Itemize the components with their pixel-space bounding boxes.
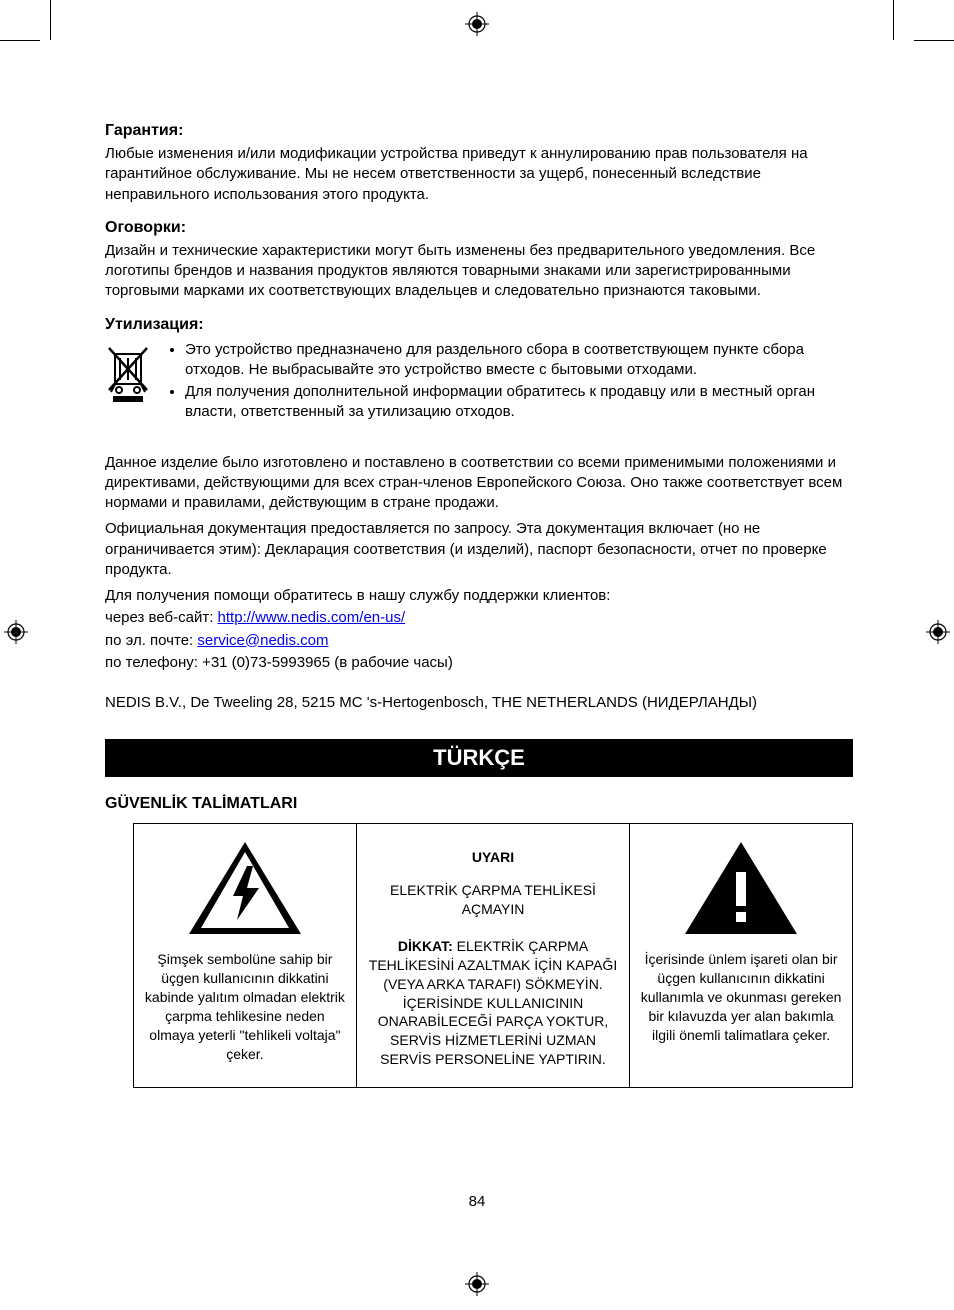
mid-line2: ELEKTRİK ÇARPMA TEHLİKESİNİ AZALTMAK İÇİ… [369, 938, 617, 1067]
safety-col-right: İçerisinde ünlem işareti olan bir üçgen … [630, 824, 852, 1087]
disposal-bullet: Для получения дополнительной информации … [185, 382, 853, 423]
registration-mark-icon [926, 620, 950, 644]
disposal-bullet: Это устройство предназначено для раздель… [185, 340, 853, 381]
safety-heading: GÜVENLİK TALİMATLARI [105, 795, 853, 813]
lightning-triangle-icon [185, 838, 305, 938]
web-label: через веб-сайт: [105, 609, 218, 626]
compliance-p3: Для получения помощи обратитесь в нашу с… [105, 586, 853, 606]
safety-col-left: Şimşek sembolüne sahip bir üçgen kullanı… [134, 824, 356, 1087]
safety-col-mid: UYARI ELEKTRİK ÇARPMA TEHLİKESİ AÇMAYIN … [356, 824, 630, 1087]
registration-mark-icon [465, 12, 489, 36]
language-bar: TÜRKÇE [105, 739, 853, 777]
uyari-label: UYARI [367, 848, 619, 867]
disposal-heading: Утилизация: [105, 316, 853, 334]
disclaimer-body: Дизайн и технические характеристики могу… [105, 241, 853, 302]
weee-bin-icon [105, 342, 151, 406]
compliance-p2: Официальная документация предоставляется… [105, 519, 853, 580]
phone-line: по телефону: +31 (0)73-5993965 (в рабочи… [105, 653, 853, 673]
disposal-bullets: Это устройство предназначено для раздель… [165, 340, 853, 425]
warranty-body: Любые изменения и/или модификации устрой… [105, 144, 853, 205]
registration-mark-icon [4, 620, 28, 644]
safety-warning-box: Şimşek sembolüne sahip bir üçgen kullanı… [133, 823, 853, 1088]
disclaimer-heading: Оговорки: [105, 219, 853, 237]
email-link[interactable]: service@nedis.com [197, 632, 328, 649]
mid-line1: ELEKTRİK ÇARPMA TEHLİKESİ AÇMAYIN [367, 881, 619, 919]
compliance-p1: Данное изделие было изготовлено и постав… [105, 453, 853, 514]
dikkat-label: DİKKAT: [398, 938, 453, 954]
page-number: 84 [0, 1193, 954, 1210]
warranty-heading: Гарантия: [105, 122, 853, 140]
page-content: Гарантия: Любые изменения и/или модифика… [105, 108, 853, 1088]
company-address: NEDIS B.V., De Tweeling 28, 5215 MC 's-H… [105, 693, 853, 713]
registration-mark-icon [465, 1272, 489, 1296]
safety-right-text: İçerisinde ünlem işareti olan bir üçgen … [640, 950, 842, 1044]
safety-left-text: Şimşek sembolüne sahip bir üçgen kullanı… [144, 950, 346, 1063]
email-label: по эл. почте: [105, 632, 197, 649]
exclamation-triangle-icon [681, 838, 801, 938]
website-link[interactable]: http://www.nedis.com/en-us/ [218, 609, 406, 626]
